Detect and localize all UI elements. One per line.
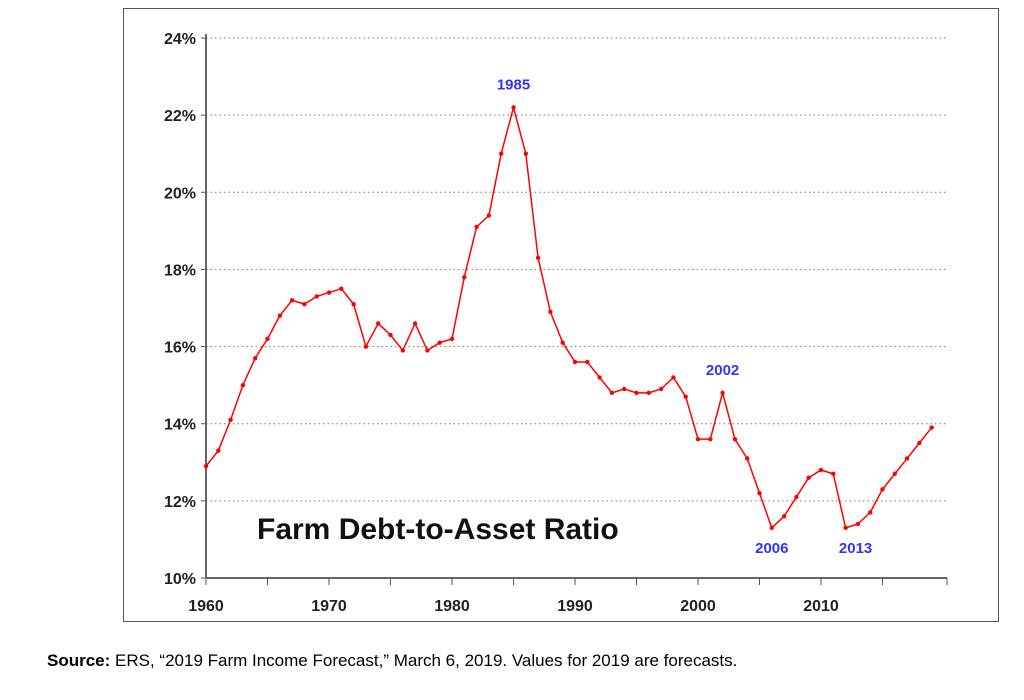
data-point	[277, 313, 282, 318]
x-tick-label: 1990	[557, 598, 593, 615]
data-point	[818, 467, 824, 473]
data-point	[806, 475, 811, 480]
data-point	[634, 390, 639, 396]
data-point	[880, 487, 885, 492]
y-tick-label: 16%	[164, 340, 196, 357]
data-point	[302, 301, 307, 307]
data-point	[363, 344, 369, 349]
x-tick-label: 2000	[680, 598, 716, 615]
y-tick-label: 14%	[164, 417, 196, 434]
data-point	[474, 224, 479, 230]
data-point	[671, 375, 676, 380]
data-point	[917, 440, 922, 446]
data-point	[904, 456, 910, 461]
data-point	[769, 525, 774, 531]
data-point	[831, 471, 836, 477]
data-point	[449, 336, 455, 342]
y-tick-label: 22%	[164, 108, 196, 125]
source-note: Source: ERS, “2019 Farm Income Forecast,…	[47, 651, 737, 671]
data-point	[695, 436, 701, 442]
data-line	[205, 104, 933, 530]
chart-title: Farm Debt-to-Asset Ratio	[257, 513, 619, 546]
data-point	[560, 340, 565, 345]
data-point	[646, 390, 651, 396]
data-point	[388, 332, 393, 338]
data-point	[462, 274, 467, 280]
data-point	[548, 309, 553, 315]
source-label: Source:	[47, 651, 111, 670]
data-point	[683, 394, 688, 399]
annotation-label: 2013	[839, 540, 872, 557]
data-point	[499, 151, 504, 156]
data-point	[400, 348, 405, 353]
data-point	[240, 382, 246, 388]
data-point	[289, 298, 295, 303]
y-tick-label: 12%	[164, 494, 196, 511]
line-chart: 10% 12% 14% 16% 18% 20% 22% 24% 1960 1970 1980 1990…	[164, 31, 948, 615]
y-tick-label: 20%	[164, 185, 196, 202]
data-point	[351, 301, 356, 307]
y-tick-label: 10%	[164, 571, 196, 588]
source-text: ERS, “2019 Farm Income Forecast,” March …	[110, 651, 738, 670]
data-point	[757, 490, 762, 496]
data-point	[511, 105, 516, 110]
data-point	[720, 390, 725, 396]
x-tick-label: 1970	[311, 598, 347, 615]
x-tick-label: 1980	[434, 598, 470, 615]
data-point	[597, 375, 602, 380]
data-point	[523, 151, 528, 156]
data-point	[314, 294, 319, 299]
data-point	[216, 448, 221, 453]
data-point	[203, 463, 209, 469]
data-point	[622, 386, 627, 392]
data-point	[855, 521, 861, 527]
data-point	[253, 355, 258, 361]
data-point	[745, 456, 750, 461]
data-point	[265, 336, 270, 342]
data-point	[585, 359, 590, 365]
data-point	[339, 286, 344, 291]
data-point	[732, 436, 738, 442]
data-point	[868, 510, 873, 515]
data-point	[535, 255, 541, 261]
y-tick-label: 18%	[164, 262, 196, 279]
data-point	[376, 321, 381, 326]
data-point	[326, 290, 332, 295]
data-point	[929, 425, 934, 430]
data-point	[609, 390, 615, 396]
data-point	[708, 436, 713, 442]
data-point	[843, 525, 848, 531]
x-tick-label: 1960	[188, 598, 224, 615]
data-point	[228, 417, 233, 423]
data-point	[781, 514, 787, 519]
data-point	[892, 471, 897, 477]
data-point	[794, 494, 799, 500]
chart-frame	[123, 8, 999, 622]
data-point	[437, 340, 442, 345]
annotation-label: 2002	[706, 362, 739, 379]
annotation-label: 1985	[497, 76, 530, 93]
data-point	[486, 213, 492, 218]
data-point	[425, 348, 430, 353]
data-point	[658, 386, 664, 392]
annotation-label: 2006	[755, 540, 788, 557]
data-point	[412, 321, 418, 326]
data-point	[572, 359, 578, 365]
y-tick-label: 24%	[164, 31, 196, 48]
x-tick-label: 2010	[803, 598, 839, 615]
